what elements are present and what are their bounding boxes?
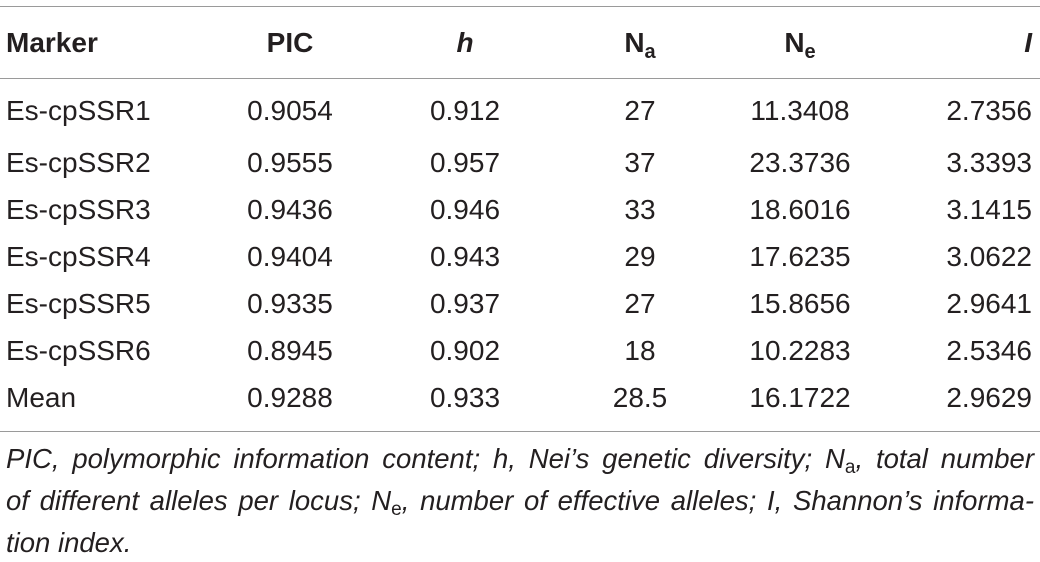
header-na-sub: a bbox=[644, 40, 656, 63]
cell-marker: Es-cpSSR1 bbox=[6, 94, 151, 126]
cell-ne: 15.8656 bbox=[749, 287, 851, 319]
cell-h: 0.957 bbox=[429, 146, 501, 178]
cell-pic: 0.9054 bbox=[247, 94, 333, 126]
footnote-line-2: of different alleles per locus; Ne, numb… bbox=[6, 482, 1034, 524]
cell-h: 0.943 bbox=[429, 240, 501, 272]
cell-pic: 0.9555 bbox=[247, 146, 333, 178]
footnote-subscript: e bbox=[391, 499, 402, 520]
cell-na: 33 bbox=[624, 193, 656, 225]
cell-pic: 0.9436 bbox=[247, 193, 333, 225]
cell-i: 3.0622 bbox=[946, 240, 1032, 272]
cell-ne: 11.3408 bbox=[750, 94, 850, 126]
footnote-line-1: PIC, polymorphic information content; h,… bbox=[6, 440, 1034, 482]
cell-marker: Es-cpSSR2 bbox=[6, 146, 151, 178]
cell-ne: 18.6016 bbox=[749, 193, 851, 225]
footnote-text: PIC, polymorphic information content; h,… bbox=[6, 443, 845, 474]
header-h: h bbox=[456, 26, 474, 58]
header-marker: Marker bbox=[6, 26, 98, 58]
cell-ne: 17.6235 bbox=[749, 240, 851, 272]
header-ne-sub: e bbox=[804, 40, 816, 63]
footnote-text: of different alleles per locus; N bbox=[6, 485, 392, 516]
table-page: Marker PIC h Na Ne I Es-cpSSR1 0.9054 0.… bbox=[0, 6, 1040, 558]
cell-na: 18 bbox=[624, 334, 656, 366]
table-row: Es-cpSSR6 0.8945 0.902 18 10.2283 2.5346 bbox=[0, 327, 1040, 374]
table-row: Es-cpSSR2 0.9555 0.957 37 23.3736 3.3393 bbox=[0, 139, 1040, 186]
footnote-line-3: tion index. bbox=[6, 524, 1034, 562]
table-header-row: Marker PIC h Na Ne I bbox=[0, 7, 1040, 78]
header-na: Na bbox=[565, 7, 715, 78]
cell-ne: 16.1722 bbox=[749, 381, 851, 413]
footnote-subscript: a bbox=[844, 457, 856, 478]
cell-na: 27 bbox=[624, 94, 656, 126]
cell-marker: Es-cpSSR5 bbox=[6, 287, 151, 319]
cell-na: 27 bbox=[624, 287, 656, 319]
cell-na: 28.5 bbox=[612, 381, 668, 413]
header-ne-base: N bbox=[784, 26, 805, 58]
cell-h: 0.902 bbox=[429, 334, 501, 366]
cell-pic: 0.9288 bbox=[247, 381, 333, 413]
cell-marker: Es-cpSSR4 bbox=[6, 240, 151, 272]
cell-i: 2.9629 bbox=[946, 381, 1032, 413]
cell-i: 2.7356 bbox=[946, 94, 1032, 126]
footnote-text: tion index. bbox=[6, 527, 132, 558]
table-row: Es-cpSSR1 0.9054 0.912 27 11.3408 2.7356 bbox=[0, 78, 1040, 139]
footnote-text: , total number bbox=[855, 443, 1034, 474]
cell-h: 0.937 bbox=[429, 287, 501, 319]
header-ne: Ne bbox=[715, 7, 885, 78]
header-pic: PIC bbox=[266, 26, 314, 58]
cell-ne: 23.3736 bbox=[749, 146, 851, 178]
cell-pic: 0.8945 bbox=[247, 334, 333, 366]
cell-i: 2.9641 bbox=[946, 287, 1032, 319]
table-top-rule bbox=[0, 6, 1040, 7]
header-na-base: N bbox=[624, 26, 645, 58]
diversity-table: Marker PIC h Na Ne I Es-cpSSR1 0.9054 0.… bbox=[0, 7, 1040, 421]
cell-marker: Mean bbox=[6, 381, 77, 413]
table-row: Es-cpSSR5 0.9335 0.937 27 15.8656 2.9641 bbox=[0, 280, 1040, 327]
cell-marker: Es-cpSSR6 bbox=[6, 334, 151, 366]
footnote-text: , number of effective alleles; I, Shanno… bbox=[401, 485, 1034, 516]
cell-marker: Es-cpSSR3 bbox=[6, 193, 151, 225]
table-footnote: PIC, polymorphic information content; h,… bbox=[6, 440, 1034, 562]
cell-na: 29 bbox=[624, 240, 656, 272]
table-row: Es-cpSSR4 0.9404 0.943 29 17.6235 3.0622 bbox=[0, 233, 1040, 280]
table-row: Es-cpSSR3 0.9436 0.946 33 18.6016 3.1415 bbox=[0, 186, 1040, 233]
table-bottom-rule bbox=[0, 431, 1040, 432]
cell-i: 2.5346 bbox=[946, 334, 1032, 366]
cell-h: 0.912 bbox=[429, 94, 501, 126]
cell-i: 3.1415 bbox=[946, 193, 1032, 225]
table-header-rule bbox=[0, 78, 1040, 79]
cell-h: 0.933 bbox=[429, 381, 501, 413]
cell-ne: 10.2283 bbox=[749, 334, 851, 366]
table-row-mean: Mean 0.9288 0.933 28.5 16.1722 2.9629 bbox=[0, 374, 1040, 421]
cell-na: 37 bbox=[624, 146, 656, 178]
cell-i: 3.3393 bbox=[946, 146, 1032, 178]
cell-pic: 0.9404 bbox=[247, 240, 333, 272]
cell-pic: 0.9335 bbox=[247, 287, 333, 319]
cell-h: 0.946 bbox=[429, 193, 501, 225]
header-i: I bbox=[1024, 26, 1032, 58]
